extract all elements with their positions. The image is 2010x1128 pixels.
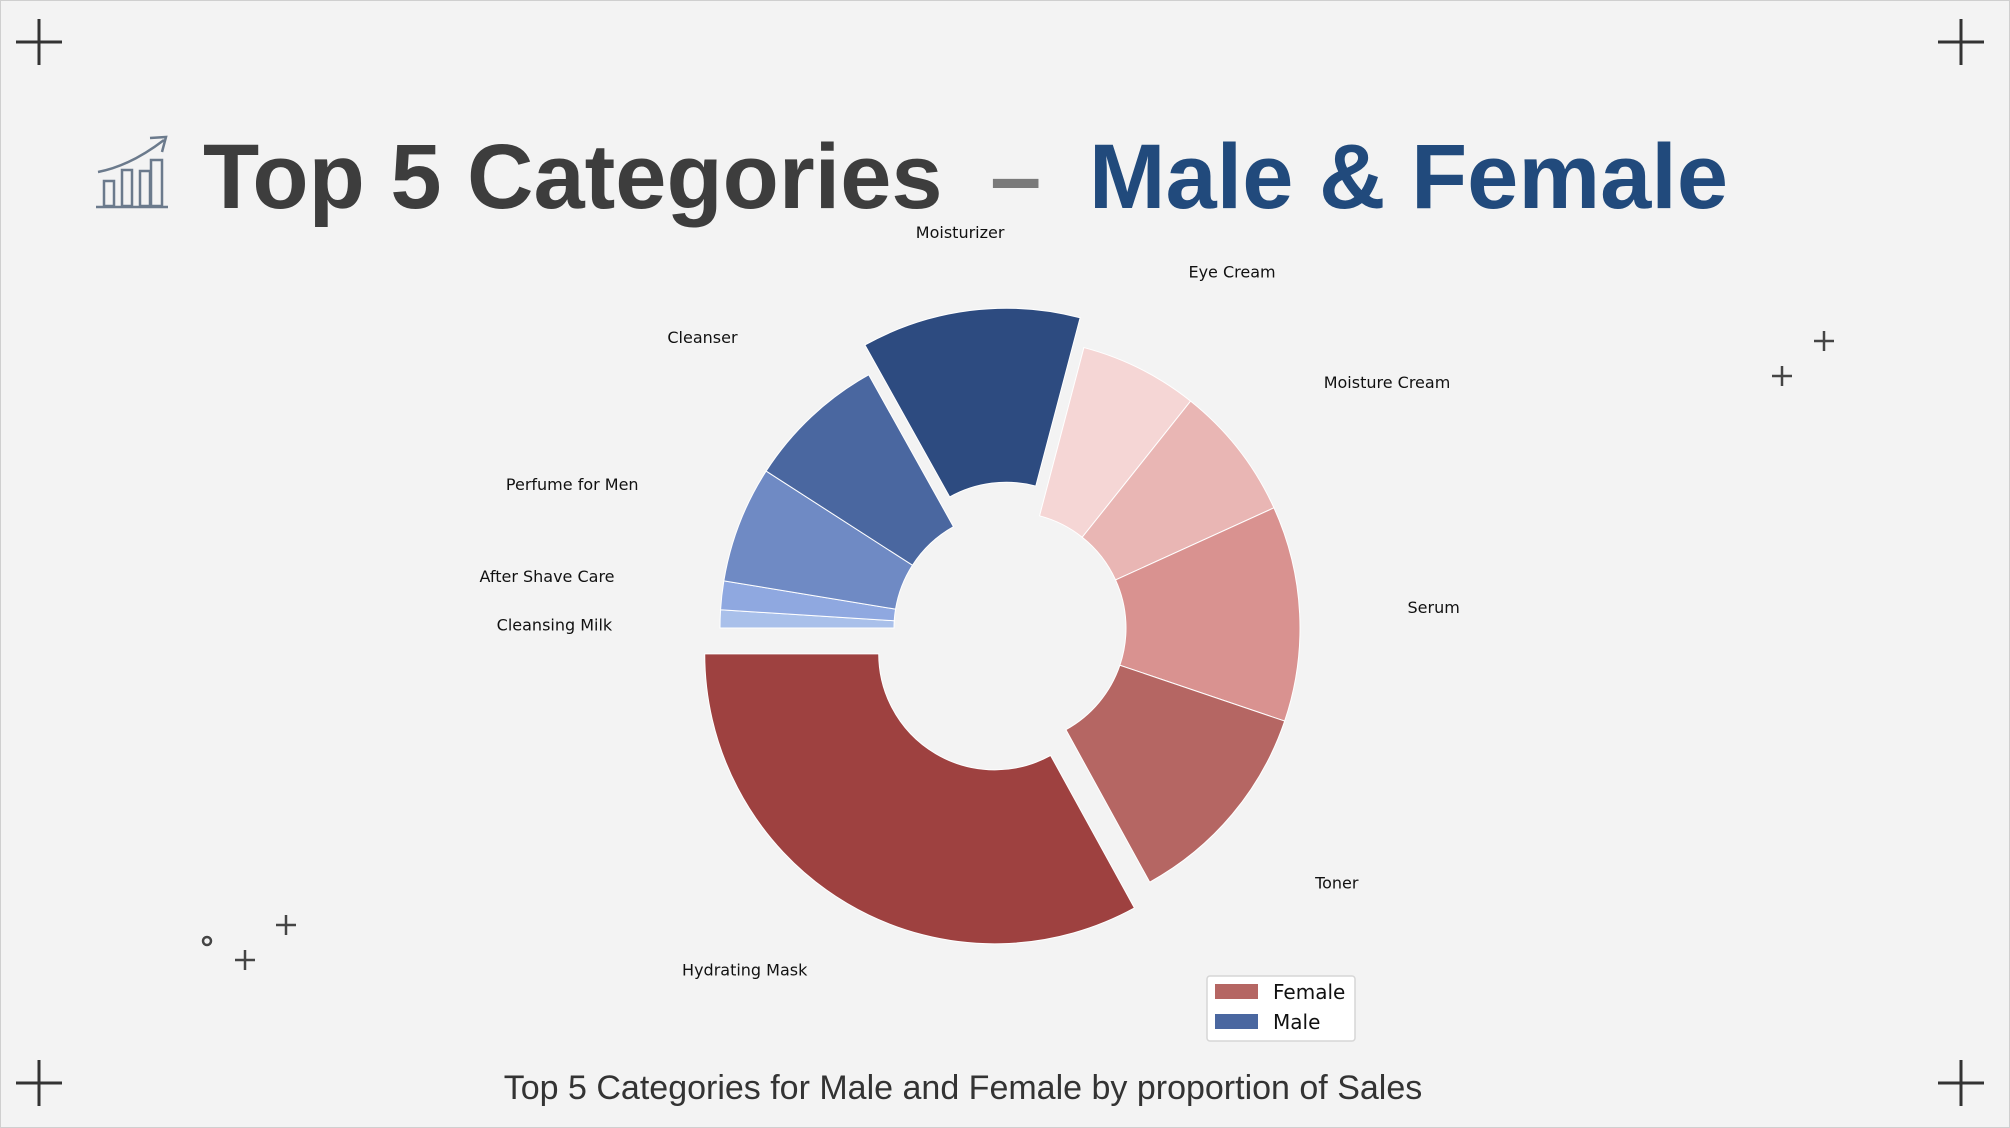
slice-toner (1065, 664, 1286, 883)
legend-swatch-male (1215, 1014, 1258, 1029)
slice-label-hydrating-mask: Hydrating Mask (682, 961, 808, 980)
slice-label-moisture-cream: Moisture Cream (1324, 373, 1451, 392)
plus-sparkle-icon (235, 915, 296, 970)
slice-serum (1114, 507, 1301, 722)
slice-label-perfume-for-men: Perfume for Men (506, 475, 639, 494)
crosshair-mark-icon (1938, 19, 1984, 65)
slice-label-serum: Serum (1407, 598, 1459, 617)
slice-moisturizer (864, 307, 1081, 498)
slice-label-eye-cream: Eye Cream (1188, 262, 1275, 281)
title-part-main: Top 5 Categories (203, 126, 943, 228)
crosshair-mark-icon (1938, 1060, 1984, 1106)
chart-caption: Top 5 Categories for Male and Female by … (504, 1069, 1423, 1107)
slice-label-moisturizer: Moisturizer (916, 223, 1005, 242)
page-title: Top 5 Categories – Male & Female (203, 126, 1728, 228)
crosshair-mark-icon (16, 1060, 62, 1106)
slice-label-toner: Toner (1314, 874, 1359, 893)
donut-chart (704, 307, 1301, 945)
circle-dot-icon (201, 935, 213, 947)
slice-label-after-shave-care: After Shave Care (479, 567, 614, 586)
legend-swatch-female (1215, 984, 1258, 999)
slice-label-cleansing-milk: Cleansing Milk (497, 615, 613, 634)
plus-sparkle-icon (1772, 331, 1834, 386)
title-part-accent: Male & Female (1089, 126, 1728, 228)
slice-hydrating-mask (704, 653, 1136, 945)
title-dash: – (990, 126, 1041, 228)
slice-label-cleanser: Cleanser (667, 328, 738, 347)
crosshair-mark-icon (16, 19, 62, 65)
growth-chart-icon (96, 135, 168, 209)
legend: Female Male (1206, 975, 1356, 1042)
legend-label-male: Male (1273, 1010, 1320, 1034)
slice-labels: Cleansing Milk After Shave Care Perfume fo… (479, 223, 1459, 979)
slice-cleanser (765, 374, 955, 566)
legend-label-female: Female (1273, 980, 1345, 1004)
